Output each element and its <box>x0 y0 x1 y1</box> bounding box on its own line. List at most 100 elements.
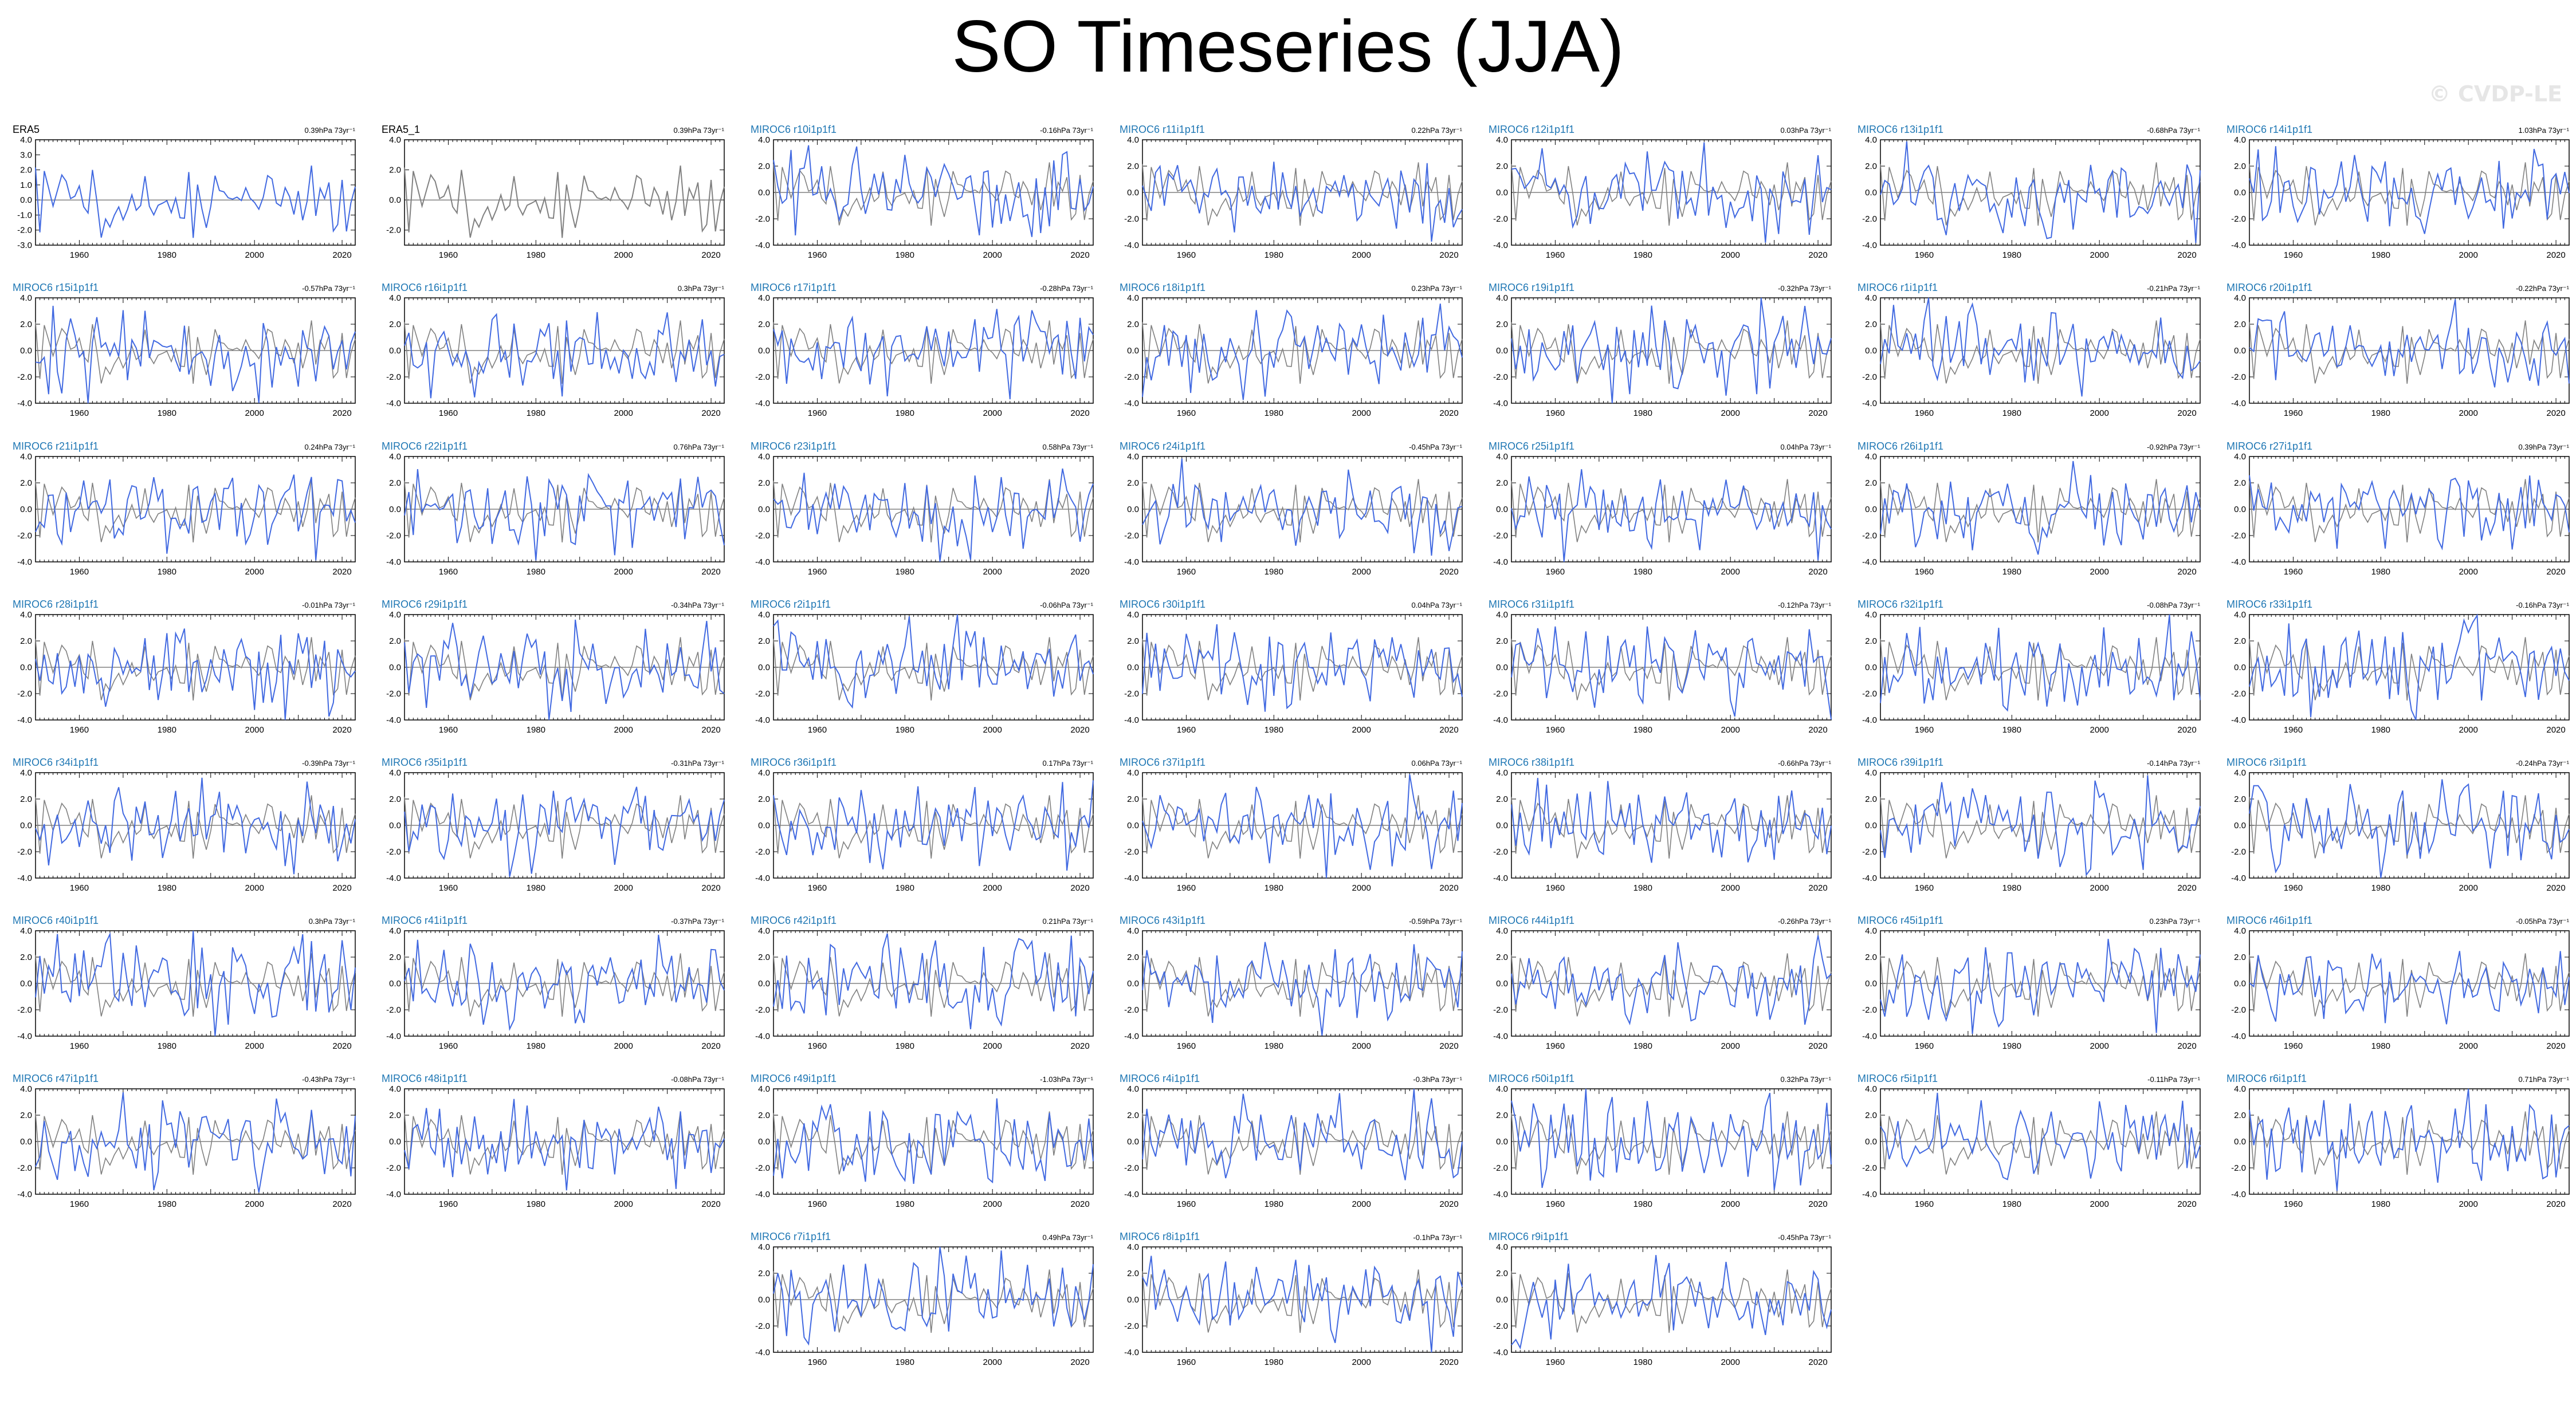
member-series-line <box>2249 613 2570 721</box>
trend-label: -0.57hPa 73yr⁻¹ <box>302 284 356 293</box>
y-tick-label: 4.0 <box>20 452 32 462</box>
x-tick-label: 2000 <box>245 725 264 735</box>
y-tick-label: 4.0 <box>2234 293 2246 303</box>
y-tick-label: -2.0 <box>17 226 32 235</box>
x-tick-label: 1980 <box>1633 408 1652 418</box>
x-tick-label: 2020 <box>2177 408 2196 418</box>
y-tick-label: 2.0 <box>1865 478 1877 488</box>
chart-panel: ERA5 0.39hPa 73yr⁻¹ 4.0 3.0 2.0 1.0 0.0 -1.0 -2.… <box>13 124 356 260</box>
y-tick-label: 2.0 <box>20 794 32 804</box>
trend-label: 0.24hPa 73yr⁻¹ <box>304 443 355 451</box>
y-tick-label: 4.0 <box>1496 293 1508 303</box>
member-series-line <box>2249 475 2570 550</box>
trend-label: -0.39hPa 73yr⁻¹ <box>302 759 356 768</box>
x-tick-label: 2020 <box>701 725 720 735</box>
y-tick-label: 0.0 <box>1865 663 1877 672</box>
member-series-line <box>1142 162 1463 242</box>
chart-panel: MIROC6 r18i1p1f1 0.23hPa 73yr⁻¹ 4.0 2.0 0.0 -… <box>1120 282 1463 418</box>
x-tick-label: 1960 <box>808 408 827 418</box>
trend-label: 0.03hPa 73yr⁻¹ <box>1780 126 1831 135</box>
chart-panel: MIROC6 r30i1p1f1 0.04hPa 73yr⁻¹ 4.0 2.0 0.0 -… <box>1120 599 1463 735</box>
x-tick-label: 1960 <box>1915 408 1934 418</box>
y-tick-label: -4.0 <box>1493 399 1508 408</box>
y-tick-label: 2.0 <box>1865 636 1877 646</box>
obs-series-line <box>35 637 356 700</box>
trend-label: -0.92hPa 73yr⁻¹ <box>2147 443 2201 451</box>
trend-label: -0.45hPa 73yr⁻¹ <box>1409 443 1463 451</box>
y-tick-label: 3.0 <box>20 150 32 160</box>
page-title: SO Timeseries (JJA) <box>952 6 1624 88</box>
x-tick-label: 1980 <box>527 408 545 418</box>
y-tick-label: 4.0 <box>20 293 32 303</box>
y-tick-label: -4.0 <box>1493 557 1508 567</box>
member-series-line <box>773 614 1094 709</box>
trend-label: -0.28hPa 73yr⁻¹ <box>1040 284 1094 293</box>
y-tick-label: 1.0 <box>20 180 32 190</box>
x-tick-label: 2000 <box>1721 725 1740 735</box>
y-tick-label: 2.0 <box>1127 320 1139 329</box>
x-tick-label: 1960 <box>70 250 89 260</box>
chart-panel: MIROC6 r31i1p1f1 -0.12hPa 73yr⁻¹ 4.0 2.0 0.0… <box>1489 599 1832 735</box>
panel-title: MIROC6 r29i1p1f1 <box>382 599 468 610</box>
x-tick-label: 2020 <box>1808 408 1827 418</box>
obs-series-line <box>404 637 725 700</box>
y-tick-label: 0.0 <box>1865 346 1877 356</box>
y-tick-label: 2.0 <box>1496 162 1508 171</box>
x-tick-label: 2000 <box>2459 250 2478 260</box>
y-tick-label: 4.0 <box>389 452 401 462</box>
chart-panel: MIROC6 r21i1p1f1 0.24hPa 73yr⁻¹ 4.0 2.0 0.0 -… <box>13 440 356 577</box>
x-tick-label: 1960 <box>439 250 458 260</box>
y-tick-label: -4.0 <box>17 557 32 567</box>
y-tick-label: 2.0 <box>2234 478 2246 488</box>
y-tick-label: -2.0 <box>17 531 32 541</box>
member-series-line <box>404 469 725 561</box>
y-tick-label: 0.0 <box>758 188 770 198</box>
y-tick-label: -4.0 <box>1493 715 1508 725</box>
obs-series-line <box>773 479 1094 542</box>
trend-label: 0.58hPa 73yr⁻¹ <box>1042 443 1093 451</box>
obs-series-line <box>1142 479 1463 542</box>
x-tick-label: 2020 <box>1808 567 1827 577</box>
obs-series-line <box>1880 479 2201 542</box>
y-tick-label: 0.0 <box>2234 188 2246 198</box>
y-tick-label: -4.0 <box>1124 241 1139 250</box>
member-series-line <box>1880 614 2201 712</box>
x-tick-label: 1980 <box>2002 725 2021 735</box>
chart-panel: MIROC6 r22i1p1f1 0.76hPa 73yr⁻¹ 4.0 2.0 0.0 -… <box>382 440 725 577</box>
trend-label: 0.39hPa 73yr⁻¹ <box>304 126 355 135</box>
y-tick-label: -2.0 <box>1862 531 1877 541</box>
obs-series-line <box>1880 320 2201 384</box>
x-tick-label: 1980 <box>896 408 914 418</box>
y-tick-label: 2.0 <box>1865 320 1877 329</box>
y-tick-label: -2.0 <box>1124 372 1139 382</box>
y-tick-label: -4.0 <box>1862 399 1877 408</box>
x-tick-label: 2000 <box>614 250 633 260</box>
x-tick-label: 2000 <box>983 408 1002 418</box>
x-tick-label: 1960 <box>808 567 827 577</box>
x-tick-label: 2020 <box>332 250 351 260</box>
x-tick-label: 1960 <box>1915 725 1934 735</box>
x-tick-label: 2000 <box>245 250 264 260</box>
y-tick-label: 4.0 <box>758 293 770 303</box>
obs-series-line <box>404 479 725 542</box>
x-tick-label: 1980 <box>1265 725 1283 735</box>
panel-title: MIROC6 r16i1p1f1 <box>382 282 468 293</box>
chart-panel: ERA5_1 0.39hPa 73yr⁻¹ 4.0 2.0 0.0 -2.0 1960 198… <box>382 124 725 260</box>
y-tick-label: -4.0 <box>1124 399 1139 408</box>
y-tick-label: -4.0 <box>17 873 32 883</box>
x-tick-label: 1960 <box>1546 250 1565 260</box>
x-tick-label: 2020 <box>1070 408 1089 418</box>
y-tick-label: 2.0 <box>389 478 401 488</box>
x-tick-label: 1960 <box>1177 408 1196 418</box>
chart-panel: MIROC6 r33i1p1f1 -0.16hPa 73yr⁻¹ 4.0 2.0 0.0… <box>2226 599 2570 735</box>
y-tick-label: -4.0 <box>2231 399 2246 408</box>
y-tick-label: -4.0 <box>386 715 401 725</box>
x-tick-label: 1960 <box>1177 725 1196 735</box>
y-tick-label: 4.0 <box>758 452 770 462</box>
y-tick-label: 4.0 <box>2234 452 2246 462</box>
y-tick-label: 4.0 <box>389 610 401 620</box>
obs-series-line <box>35 320 356 384</box>
x-tick-label: 1960 <box>1177 250 1196 260</box>
x-tick-label: 1980 <box>2002 250 2021 260</box>
y-tick-label: -2.0 <box>1124 214 1139 224</box>
